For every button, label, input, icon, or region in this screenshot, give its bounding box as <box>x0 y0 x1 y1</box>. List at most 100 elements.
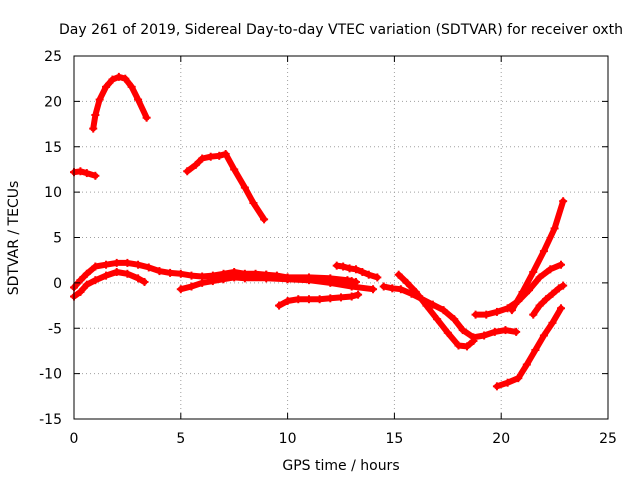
data-point <box>283 273 292 282</box>
data-point <box>559 281 568 290</box>
data-point <box>548 289 557 298</box>
data-point <box>102 82 111 91</box>
data-point <box>134 95 143 104</box>
data-point <box>176 285 185 294</box>
x-tick-label: 20 <box>492 431 510 447</box>
data-point <box>187 271 196 280</box>
data-point <box>275 301 284 310</box>
data-point <box>326 274 335 283</box>
data-point <box>112 258 121 267</box>
data-point <box>155 267 164 276</box>
data-point <box>433 315 442 324</box>
data-point <box>539 247 548 256</box>
data-point <box>559 197 568 206</box>
y-tick-label: -5 <box>48 321 62 337</box>
data-point <box>542 295 551 304</box>
data-point <box>219 275 228 284</box>
data-point <box>518 287 527 296</box>
data-point <box>140 277 149 286</box>
data-point <box>373 273 382 282</box>
y-tick-label: -15 <box>39 412 62 428</box>
data-point <box>187 282 196 291</box>
data-point <box>388 284 397 293</box>
data-point <box>91 262 100 271</box>
data-point <box>215 151 224 160</box>
data-point <box>379 282 388 291</box>
y-tick-label: 5 <box>53 231 62 247</box>
data-point <box>272 271 281 280</box>
data-point <box>176 269 185 278</box>
data-point <box>480 331 489 340</box>
data-point <box>240 183 249 192</box>
data-point <box>76 167 85 176</box>
data-point <box>191 160 200 169</box>
data-point <box>166 268 175 277</box>
data-point <box>262 270 271 279</box>
data-point <box>315 295 324 304</box>
data-point <box>294 295 303 304</box>
y-tick-label: 25 <box>44 49 62 65</box>
data-point <box>82 169 91 178</box>
data-point <box>514 374 523 383</box>
data-point <box>221 150 230 159</box>
data-point <box>482 310 491 319</box>
data-point <box>127 82 136 91</box>
data-point <box>546 265 555 274</box>
data-point <box>548 318 557 327</box>
data-point <box>512 327 521 336</box>
data-point <box>108 75 117 84</box>
x-tick-label: 15 <box>385 431 403 447</box>
data-point <box>531 346 540 355</box>
data-point <box>354 290 363 299</box>
data-point <box>339 262 348 271</box>
data-point <box>208 277 217 286</box>
data-point <box>230 165 239 174</box>
data-point <box>198 154 207 163</box>
series-arc-13 <box>508 198 567 314</box>
data-point <box>82 280 91 289</box>
data-point <box>142 113 151 122</box>
data-point <box>198 278 207 287</box>
data-point <box>550 224 559 233</box>
data-point <box>337 293 345 302</box>
data-point <box>114 72 123 81</box>
data-point <box>76 276 85 285</box>
data-point <box>144 263 153 272</box>
data-point <box>304 295 313 304</box>
x-tick-label: 0 <box>70 431 79 447</box>
data-point <box>347 292 356 301</box>
data-point <box>230 273 239 282</box>
y-axis-label: SDTVAR / TECUs <box>6 181 22 296</box>
x-tick-label: 10 <box>279 431 297 447</box>
data-point <box>471 310 480 319</box>
data-point <box>89 124 98 133</box>
data-point <box>554 284 563 293</box>
y-tick-label: 20 <box>44 94 62 110</box>
data-point <box>557 260 566 269</box>
data-point <box>260 215 269 224</box>
data-point <box>439 306 448 315</box>
data-point <box>422 301 431 310</box>
data-point <box>134 274 143 283</box>
data-point <box>82 269 91 278</box>
data-point <box>492 307 501 316</box>
series-arc-2 <box>90 73 150 132</box>
data-point <box>91 276 100 285</box>
data-point <box>123 258 132 267</box>
data-point <box>450 315 459 324</box>
series-layer <box>70 72 568 391</box>
x-tick-label: 25 <box>599 431 617 447</box>
tick-layer: 0 5 10 15 20 25 -15 -10 -5 0 5 10 15 20 25 <box>39 49 617 447</box>
x-tick-label: 5 <box>176 431 185 447</box>
data-point <box>411 287 420 296</box>
y-tick-label: 10 <box>44 185 62 201</box>
data-point <box>134 260 143 269</box>
data-point <box>249 199 258 208</box>
data-point <box>507 306 516 315</box>
data-point <box>469 336 478 345</box>
data-point <box>304 273 313 282</box>
data-point <box>490 327 499 336</box>
y-tick-label: 15 <box>44 140 62 156</box>
data-point <box>102 271 111 280</box>
